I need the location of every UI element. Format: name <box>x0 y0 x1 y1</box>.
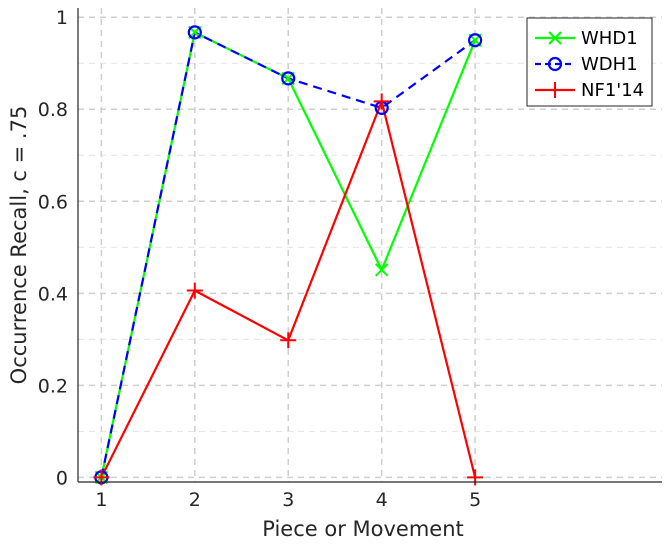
legend-label: NF1'14 <box>581 80 644 101</box>
legend-label: WDH1 <box>581 54 638 75</box>
x-tick-label: 4 <box>376 489 388 511</box>
x-tick-label: 1 <box>95 489 107 511</box>
marker-stroke <box>374 263 389 277</box>
x-axis-label: Piece or Movement <box>262 517 464 541</box>
data-point-series-3 <box>467 469 484 486</box>
legend-swatch-marker <box>547 56 563 72</box>
legend: WHD1 WDH1 NF1'14 <box>526 17 653 107</box>
marker-stroke <box>548 31 562 45</box>
y-tick-label: 0.4 <box>38 283 68 305</box>
tick-labels: 1 2 3 4 5 0 0.2 0.4 0.6 0.8 1 <box>38 7 481 511</box>
data-point-series-2 <box>281 71 296 86</box>
legend-swatch-marker <box>547 82 563 98</box>
data-point-series-2 <box>468 33 483 48</box>
data-point-series-3 <box>280 332 297 349</box>
data-point-series-3 <box>373 93 390 110</box>
y-tick-label: 0.2 <box>38 375 68 397</box>
y-tick-label: 1 <box>56 7 68 29</box>
x-tick-label: 5 <box>469 489 481 511</box>
legend-label: WHD1 <box>581 28 638 49</box>
y-tick-label: 0.8 <box>38 99 68 121</box>
legend-swatch-marker <box>548 31 562 45</box>
data-point-series-2 <box>187 25 202 40</box>
y-axis-label: Occurrence Recall, c = .75 <box>7 106 31 385</box>
data-point-series-3 <box>186 282 203 299</box>
series-markers <box>93 25 484 486</box>
y-tick-label: 0.6 <box>38 191 68 213</box>
legend-box <box>526 17 653 107</box>
x-tick-label: 3 <box>282 489 294 511</box>
data-point-series-1 <box>374 263 389 277</box>
data-point-series-3 <box>93 469 110 486</box>
axes <box>77 8 662 483</box>
y-tick-label: 0 <box>56 467 68 489</box>
x-tick-label: 2 <box>189 489 201 511</box>
